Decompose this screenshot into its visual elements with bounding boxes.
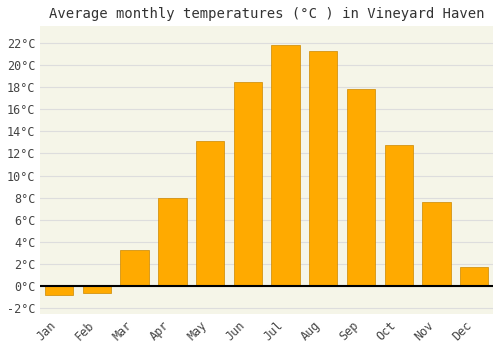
Bar [158,198,186,286]
Bar [272,45,299,286]
Title: Average monthly temperatures (°C ) in Vineyard Haven: Average monthly temperatures (°C ) in Vi… [49,7,484,21]
Bar [196,141,224,286]
Bar [460,267,488,286]
Bar [45,286,74,295]
Bar [384,145,413,286]
Bar [347,89,375,286]
Bar [120,250,149,286]
Bar [309,51,338,286]
Bar [234,82,262,286]
Bar [422,202,450,286]
Bar [83,286,111,293]
